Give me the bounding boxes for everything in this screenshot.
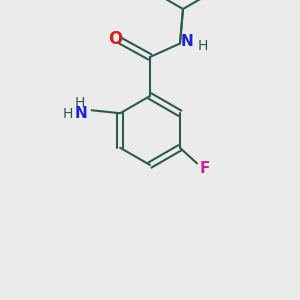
Text: O: O	[108, 30, 123, 48]
Text: N: N	[74, 106, 87, 121]
Text: H: H	[197, 40, 208, 53]
Text: N: N	[181, 34, 194, 50]
Text: F: F	[200, 161, 210, 176]
Text: H: H	[62, 107, 73, 121]
Text: H: H	[74, 96, 85, 110]
